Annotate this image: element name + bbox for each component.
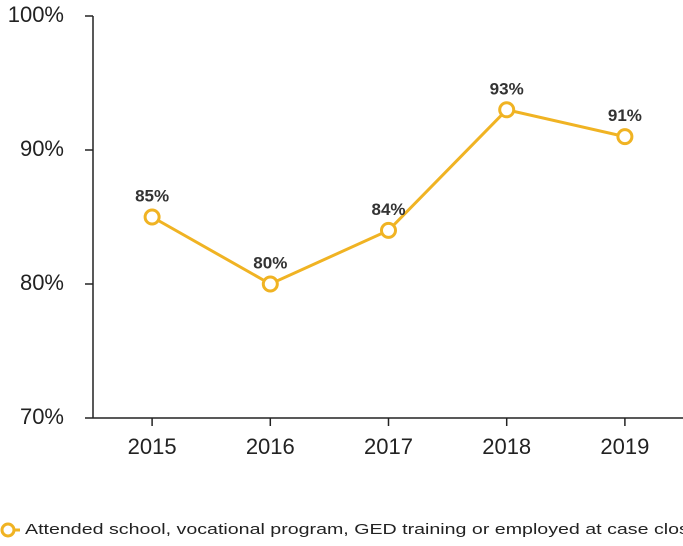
y-tick-label: 90% <box>20 136 64 161</box>
x-tick-label: 2019 <box>600 434 649 459</box>
data-label: 93% <box>490 79 524 98</box>
x-tick-label: 2016 <box>246 434 295 459</box>
series-line <box>151 108 626 286</box>
y-tick-label: 100% <box>8 2 64 27</box>
x-tick-label: 2015 <box>128 434 177 459</box>
x-tick-label: 2018 <box>482 434 531 459</box>
data-label: 84% <box>371 200 405 219</box>
point <box>498 101 516 119</box>
y-tick-label: 70% <box>20 404 64 429</box>
legend-label: Attended school, vocational program, GED… <box>25 521 683 538</box>
point <box>380 221 397 239</box>
data-label: 80% <box>253 253 287 272</box>
y-tick-label: 80% <box>20 270 64 295</box>
data-label: 85% <box>135 186 169 205</box>
point <box>616 128 634 146</box>
data-label: 91% <box>608 106 642 125</box>
x-tick-label: 2017 <box>364 434 413 459</box>
legend-swatch <box>0 522 16 538</box>
point <box>143 208 161 226</box>
point <box>261 275 279 293</box>
